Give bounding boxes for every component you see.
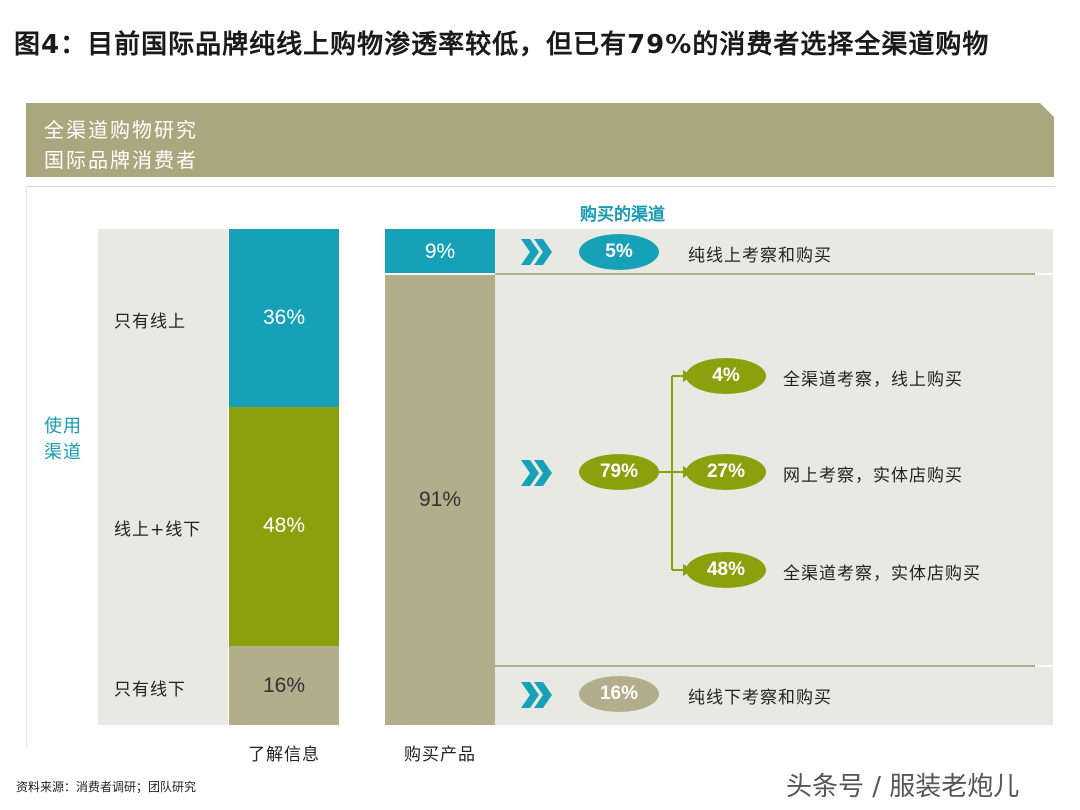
flow-oval-online-only: 5%: [579, 234, 659, 270]
double-chevron-icon: [521, 239, 552, 265]
bar-buy-segment-online: [385, 229, 495, 273]
flow-oval-omni-store-buy: 48%: [686, 552, 766, 588]
flow-oval-omni: 79%: [579, 454, 659, 490]
bar-info-value-both: 48%: [262, 514, 306, 537]
row-label-online-only: 只有线上: [114, 312, 186, 332]
bar-buy-value-online: 9%: [424, 240, 456, 263]
bar-info-value-online: 36%: [262, 306, 306, 329]
flow-desc-online-only: 纯线上考察和购买: [688, 246, 832, 266]
channels-header: 购买的渠道: [580, 205, 665, 225]
row-label-online-offline: 线上+线下: [114, 520, 202, 540]
banner-subtitle: 国际品牌消费者: [44, 148, 198, 172]
flow-oval-offline-only: 16%: [579, 676, 659, 712]
flow-desc-offline-only: 纯线下考察和购买: [688, 688, 832, 708]
band-divider: [495, 273, 1035, 275]
watermark: 头条号 / 服装老炮儿: [786, 772, 1020, 802]
double-chevron-icon: [521, 460, 552, 486]
row-label-offline-only: 只有线下: [114, 680, 186, 700]
band-divider: [495, 665, 1035, 667]
flow-desc-omni-online-buy: 全渠道考察，线上购买: [783, 370, 963, 390]
bar-info-value-offline: 16%: [262, 674, 306, 697]
double-chevron-icon: [521, 682, 552, 708]
banner-title: 全渠道购物研究: [44, 118, 198, 142]
flow-desc-web-store-buy: 网上考察，实体店购买: [783, 466, 963, 486]
flow-oval-omni-online-buy: 4%: [686, 358, 766, 394]
source-note: 资料来源：消费者调研；团队研究: [16, 780, 197, 794]
content-frame: [26, 186, 1055, 747]
bar-info-label: 了解信息: [248, 745, 320, 765]
bar-buy-value-offline: 91%: [418, 488, 462, 511]
row-label-panel: [98, 229, 228, 725]
flow-desc-omni-store-buy: 全渠道考察，实体店购买: [783, 564, 981, 584]
y-group-label: 使用渠道: [44, 416, 82, 463]
bar-buy-segment-offline: [385, 275, 495, 725]
bar-buy-label: 购买产品: [404, 745, 476, 765]
banner-background: [26, 103, 1054, 177]
bar-info-segment-offline: [229, 646, 339, 725]
flow-oval-web-store-buy: 27%: [686, 454, 766, 490]
bar-info-segment-online: [229, 229, 339, 407]
figure-title: 图4：目前国际品牌纯线上购物渗透率较低，但已有79%的消费者选择全渠道购物: [14, 30, 990, 60]
bar-info-segment-both: [229, 407, 339, 646]
